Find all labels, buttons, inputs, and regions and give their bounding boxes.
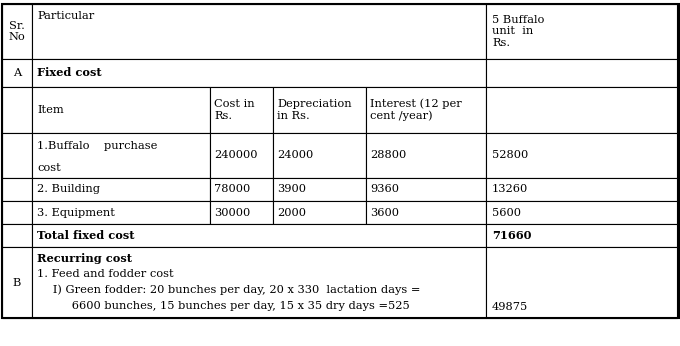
Text: B: B xyxy=(13,277,21,288)
Bar xyxy=(486,133,677,178)
Bar xyxy=(273,87,366,133)
Bar xyxy=(486,59,677,87)
Text: Interest (12 per
cent /year): Interest (12 per cent /year) xyxy=(370,99,462,121)
Bar xyxy=(2,87,32,133)
Text: Cost in
Rs.: Cost in Rs. xyxy=(214,99,254,121)
Text: 13260: 13260 xyxy=(492,184,528,194)
Bar xyxy=(366,87,486,133)
Bar xyxy=(210,201,273,224)
Bar xyxy=(32,59,486,87)
Text: 2000: 2000 xyxy=(277,208,306,218)
Text: Depreciation
in Rs.: Depreciation in Rs. xyxy=(277,99,352,121)
Bar xyxy=(486,87,677,133)
Bar xyxy=(486,224,677,247)
Text: I) Green fodder: 20 bunches per day, 20 x 330  lactation days =: I) Green fodder: 20 bunches per day, 20 … xyxy=(42,285,420,295)
Text: 3. Equipment: 3. Equipment xyxy=(37,208,115,218)
Text: 52800: 52800 xyxy=(492,151,528,161)
Bar xyxy=(210,133,273,178)
Bar xyxy=(486,201,677,224)
Bar xyxy=(32,247,486,318)
Bar xyxy=(486,247,677,318)
Bar xyxy=(32,201,210,224)
Bar xyxy=(273,178,366,201)
Text: 78000: 78000 xyxy=(214,184,250,194)
Bar xyxy=(2,201,32,224)
Bar xyxy=(210,178,273,201)
Bar xyxy=(2,247,32,318)
Text: 5600: 5600 xyxy=(492,208,521,218)
Bar xyxy=(273,201,366,224)
Text: 1.Buffalo    purchase: 1.Buffalo purchase xyxy=(37,141,157,151)
Text: 24000: 24000 xyxy=(277,151,313,161)
Text: 240000: 240000 xyxy=(214,151,258,161)
Bar xyxy=(273,133,366,178)
Text: 5 Buffalo
unit  in
Rs.: 5 Buffalo unit in Rs. xyxy=(492,15,545,48)
Text: 6600 bunches, 15 bunches per day, 15 x 35 dry days =525: 6600 bunches, 15 bunches per day, 15 x 3… xyxy=(50,301,410,311)
Text: Item: Item xyxy=(37,105,64,115)
Text: Recurring cost: Recurring cost xyxy=(37,253,132,264)
Bar xyxy=(366,201,486,224)
Bar xyxy=(366,133,486,178)
Text: A: A xyxy=(13,68,21,78)
Bar xyxy=(486,178,677,201)
Text: 2. Building: 2. Building xyxy=(37,184,100,194)
Bar xyxy=(366,178,486,201)
Text: 71660: 71660 xyxy=(492,230,532,241)
Text: 3900: 3900 xyxy=(277,184,306,194)
Text: 9360: 9360 xyxy=(370,184,399,194)
Bar xyxy=(32,87,210,133)
Text: 1. Feed and fodder cost: 1. Feed and fodder cost xyxy=(37,269,173,279)
Text: cost: cost xyxy=(37,163,61,173)
Bar xyxy=(32,133,210,178)
Bar xyxy=(210,87,273,133)
Text: 30000: 30000 xyxy=(214,208,250,218)
Bar xyxy=(2,59,32,87)
Bar xyxy=(2,224,32,247)
Text: Fixed cost: Fixed cost xyxy=(37,67,101,79)
Bar xyxy=(2,4,32,59)
Text: 3600: 3600 xyxy=(370,208,399,218)
Text: Total fixed cost: Total fixed cost xyxy=(37,230,135,241)
Text: Sr.
No: Sr. No xyxy=(9,21,25,42)
Bar xyxy=(486,4,677,59)
Bar xyxy=(32,178,210,201)
Bar xyxy=(32,4,486,59)
Bar xyxy=(2,178,32,201)
Bar xyxy=(32,224,486,247)
Bar xyxy=(2,133,32,178)
Text: Particular: Particular xyxy=(37,11,95,21)
Text: 49875: 49875 xyxy=(492,302,528,312)
Text: 28800: 28800 xyxy=(370,151,406,161)
